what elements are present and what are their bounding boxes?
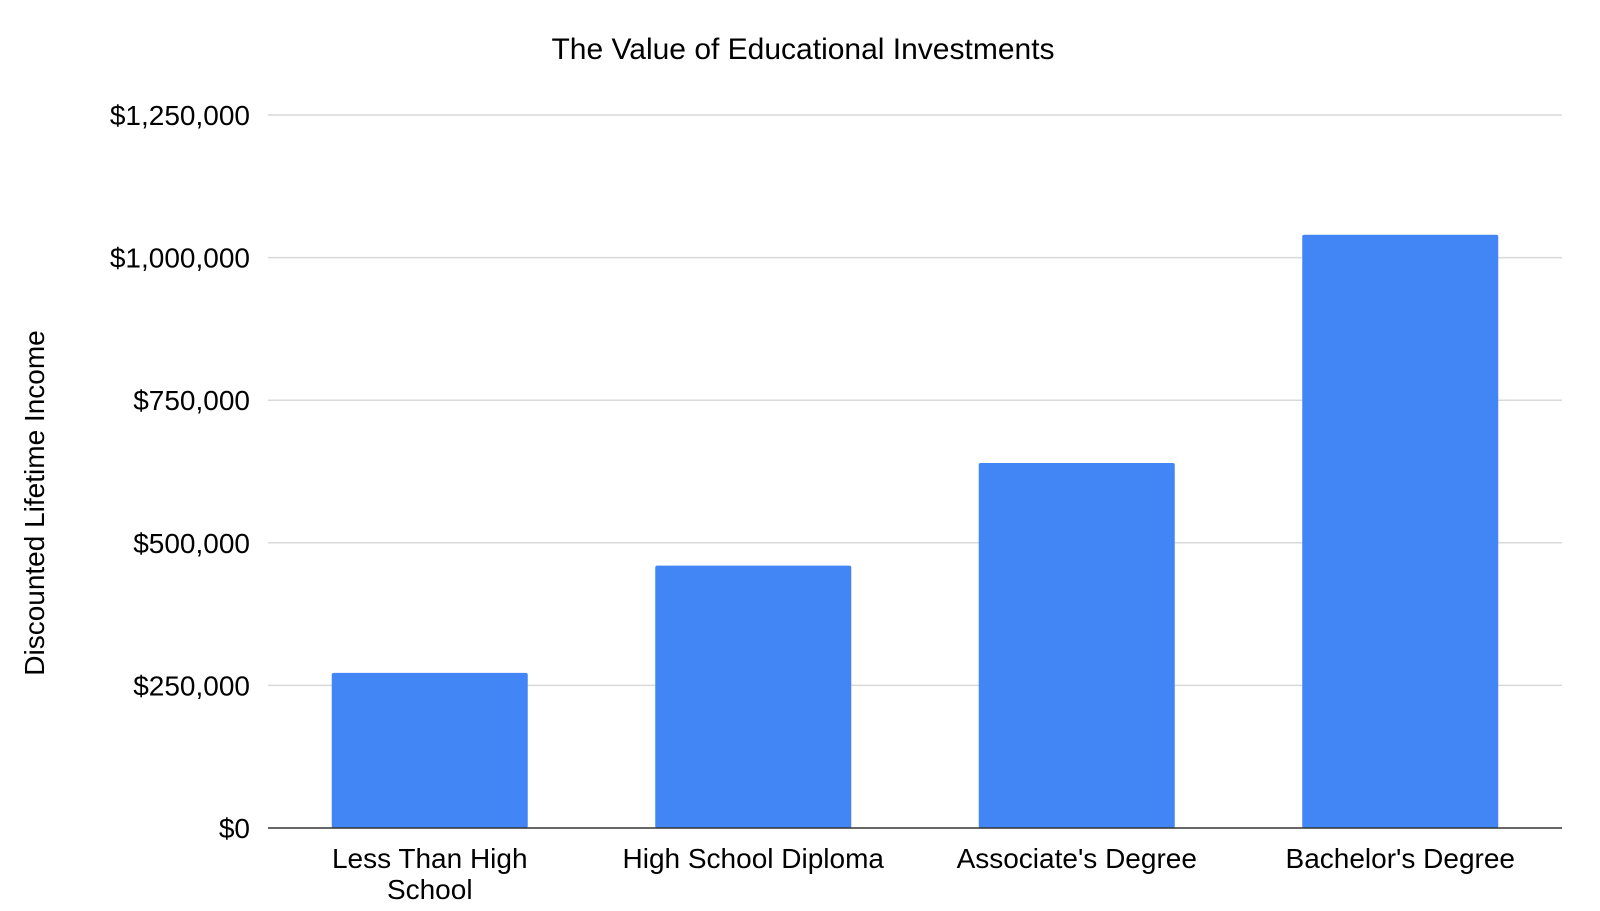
x-tick-label: Bachelor's Degree	[1286, 843, 1515, 874]
y-tick-label: $250,000	[133, 670, 250, 701]
bar	[978, 462, 1175, 828]
y-tick-label: $1,000,000	[110, 243, 250, 274]
y-tick-label: $0	[219, 813, 250, 844]
y-tick-label: $500,000	[133, 528, 250, 559]
x-tick-label-line: Associate's Degree	[957, 843, 1197, 874]
x-axis-ticks: Less Than High School High School Diploma A…	[332, 843, 1515, 905]
y-axis-ticks: $0 $250,000 $500,000 $750,000 $1,000,000 $1,2…	[110, 100, 250, 844]
y-tick-label: $1,250,000	[110, 100, 250, 131]
x-tick-label-line: High School Diploma	[623, 843, 885, 874]
bar	[1302, 234, 1499, 828]
y-axis-title: Discounted Lifetime Income	[19, 330, 50, 676]
x-tick-label: Less Than High School	[332, 843, 528, 905]
bar	[655, 565, 852, 828]
y-tick-label: $750,000	[133, 385, 250, 416]
bars	[331, 234, 1499, 828]
x-tick-label: Associate's Degree	[957, 843, 1197, 874]
x-tick-label-line: School	[387, 874, 473, 905]
bar	[331, 672, 528, 828]
x-tick-label-line: Bachelor's Degree	[1286, 843, 1515, 874]
chart-title: The Value of Educational Investments	[551, 33, 1054, 66]
x-tick-label: High School Diploma	[623, 843, 885, 874]
x-tick-label-line: Less Than High	[332, 843, 528, 874]
